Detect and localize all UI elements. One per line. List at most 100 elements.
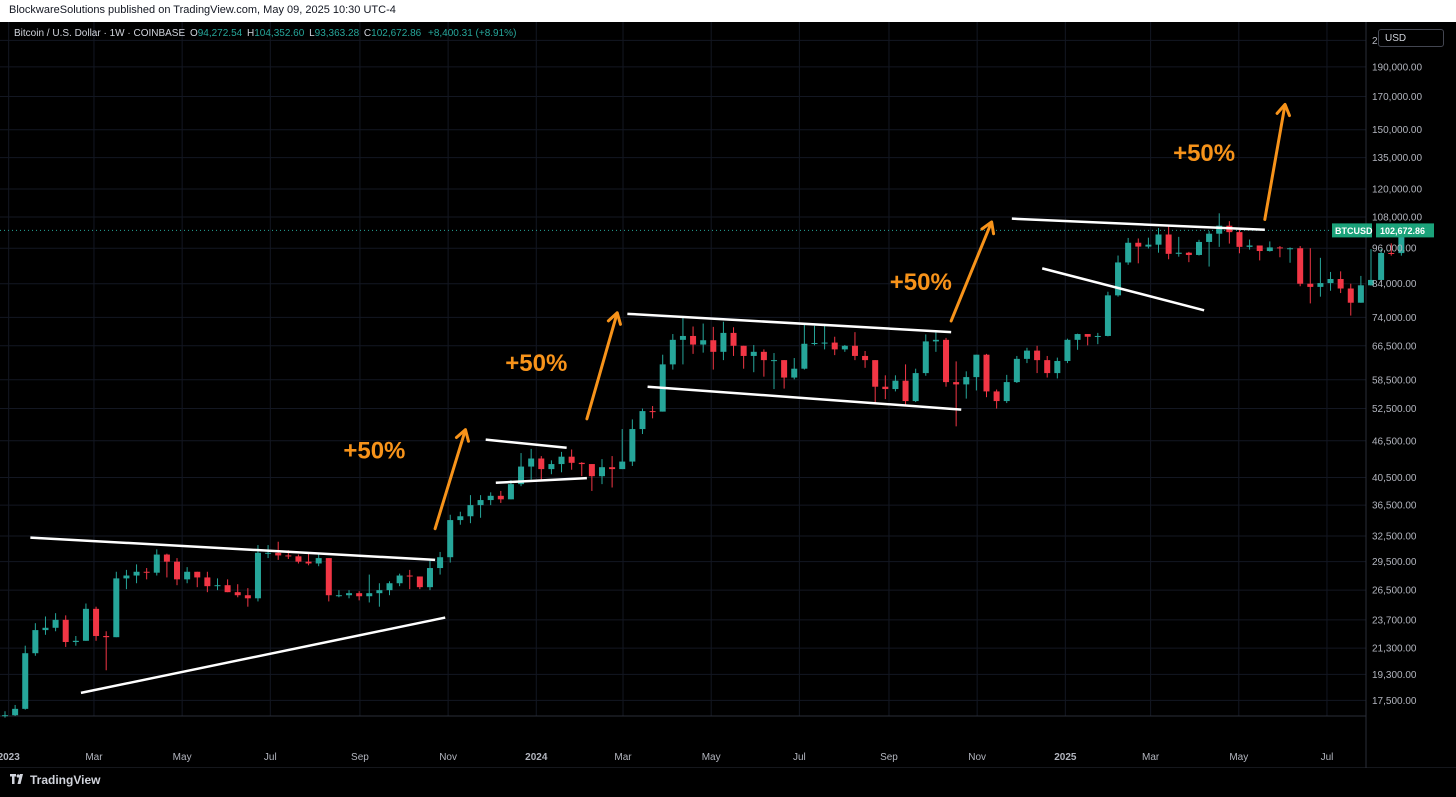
candle-body — [973, 354, 980, 378]
candle — [1226, 221, 1233, 244]
candle-body — [346, 593, 353, 596]
candle — [103, 631, 110, 671]
candle-body — [1337, 279, 1344, 289]
candle — [568, 449, 575, 470]
candle-body — [801, 343, 808, 369]
price-chart[interactable]: +50%+50%+50%+50% 210,000.00190,000.00170… — [0, 22, 1456, 797]
candle — [93, 606, 100, 641]
price-tag-value-bg — [1376, 223, 1434, 238]
candle — [851, 332, 858, 361]
candle-body — [153, 554, 160, 573]
candle-body — [1216, 225, 1223, 234]
x-tick-label: Nov — [439, 752, 457, 763]
candle-body — [234, 592, 241, 596]
candle — [700, 323, 707, 353]
currency-selector[interactable]: USD — [1378, 29, 1444, 47]
candle-body — [477, 500, 484, 506]
candle — [12, 704, 19, 716]
candle-body — [497, 495, 504, 500]
candle-body — [214, 585, 221, 587]
candle — [791, 358, 798, 380]
candle-body — [1378, 252, 1385, 280]
annotation-label: +50% — [343, 438, 405, 465]
candle-body — [467, 505, 474, 517]
candle — [922, 334, 929, 376]
candle-body — [1023, 350, 1030, 359]
candle-body — [538, 458, 545, 470]
candle-body — [740, 345, 747, 356]
candle-body — [457, 516, 464, 521]
candle — [720, 321, 727, 361]
y-tick-label: 120,000.00 — [1372, 184, 1422, 195]
x-tick-label: May — [173, 752, 192, 763]
candle — [1125, 237, 1132, 265]
candle-body — [356, 593, 363, 597]
candle-body — [62, 619, 69, 643]
candle — [1044, 355, 1051, 378]
chart-frame[interactable]: +50%+50%+50%+50% 210,000.00190,000.00170… — [0, 22, 1456, 797]
price-tag-ticker: BTCUSD — [1335, 226, 1373, 236]
candle — [315, 553, 322, 567]
candle-body — [588, 464, 595, 477]
trendline — [80, 616, 446, 695]
x-tick-label: May — [702, 752, 721, 763]
candle-body — [649, 411, 656, 413]
candle — [163, 553, 170, 578]
candle — [1317, 257, 1324, 297]
candle — [507, 480, 514, 500]
y-tick-label: 40,500.00 — [1372, 473, 1417, 484]
candle — [1195, 239, 1202, 256]
candle — [1276, 246, 1283, 258]
candle — [912, 368, 919, 403]
x-tick-label: Jul — [264, 752, 277, 763]
candle — [32, 623, 39, 656]
candle — [1347, 283, 1354, 316]
candle — [1216, 213, 1223, 247]
candle-body — [932, 339, 939, 342]
symbol-name[interactable]: Bitcoin / U.S. Dollar · 1W · COINBASE — [14, 28, 186, 39]
candle-body — [1307, 283, 1314, 287]
candle-body — [679, 335, 686, 340]
candle-body — [811, 342, 818, 344]
price-tag-ticker-bg — [1332, 223, 1372, 238]
candle — [416, 576, 423, 590]
candle — [538, 456, 545, 481]
candle-body — [244, 595, 251, 599]
candle — [993, 389, 1000, 409]
candle — [649, 406, 656, 419]
y-tick-label: 96,000.00 — [1372, 244, 1417, 255]
x-tick-label: Sep — [880, 752, 898, 763]
candle — [862, 351, 869, 368]
candle — [244, 588, 251, 607]
tradingview-logo[interactable]: TradingView — [10, 773, 100, 787]
candle — [841, 344, 848, 352]
y-tick-label: 190,000.00 — [1372, 62, 1422, 73]
candle — [1287, 247, 1294, 263]
candle-body — [882, 386, 889, 390]
candle-body — [781, 360, 788, 378]
y-tick-label: 58,500.00 — [1372, 375, 1417, 386]
y-tick-label: 66,500.00 — [1372, 341, 1417, 352]
candle-body — [1064, 339, 1071, 361]
candle-body — [1135, 242, 1142, 247]
candle — [62, 615, 69, 647]
candle-body — [1185, 252, 1192, 255]
candle — [892, 375, 899, 392]
candle — [760, 349, 767, 377]
candle — [882, 375, 889, 400]
candle-body — [366, 593, 373, 597]
candle-body — [902, 380, 909, 402]
y-tick-label: 21,300.00 — [1372, 644, 1417, 655]
x-tick-label: Mar — [1142, 752, 1160, 763]
candle-body — [265, 552, 272, 554]
open-value: 94,272.54 — [197, 28, 243, 39]
candle-body — [1003, 382, 1010, 402]
x-tick-label: Mar — [85, 752, 103, 763]
candle — [1054, 357, 1061, 379]
candle-body — [143, 571, 150, 573]
candle-body — [1104, 295, 1111, 336]
candle-body — [518, 466, 525, 485]
candle — [305, 553, 312, 566]
candle — [42, 616, 49, 635]
candle-body — [174, 561, 181, 580]
